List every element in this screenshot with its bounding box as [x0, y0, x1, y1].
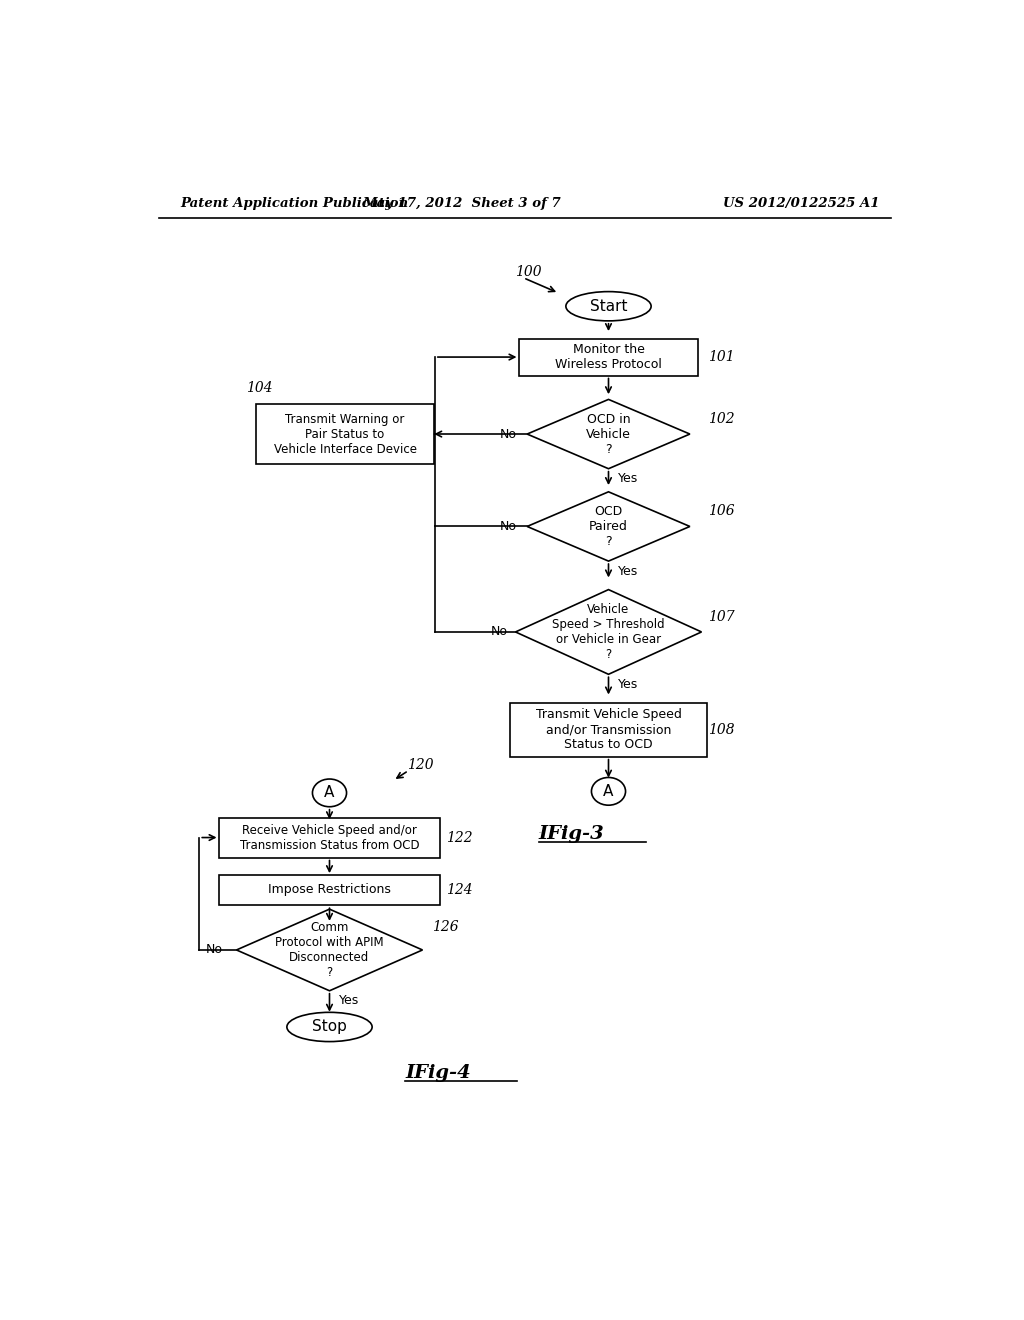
Text: Monitor the
Wireless Protocol: Monitor the Wireless Protocol	[555, 343, 662, 371]
Text: Comm
Protocol with APIM
Disconnected
?: Comm Protocol with APIM Disconnected ?	[275, 921, 384, 979]
Text: 104: 104	[246, 381, 272, 395]
Text: May 17, 2012  Sheet 3 of 7: May 17, 2012 Sheet 3 of 7	[361, 197, 560, 210]
Text: 107: 107	[708, 610, 734, 623]
Bar	[219, 817, 440, 858]
Polygon shape	[527, 492, 690, 561]
Polygon shape	[237, 909, 423, 991]
Bar	[256, 404, 434, 465]
Bar	[519, 339, 697, 376]
Text: Yes: Yes	[339, 994, 359, 1007]
Text: 106: 106	[708, 504, 734, 517]
Text: No: No	[500, 520, 517, 533]
Ellipse shape	[287, 1012, 372, 1041]
Text: No: No	[206, 944, 222, 957]
Ellipse shape	[592, 777, 626, 805]
Bar	[510, 702, 708, 756]
Text: Vehicle
Speed > Threshold
or Vehicle in Gear
?: Vehicle Speed > Threshold or Vehicle in …	[552, 603, 665, 661]
Text: 120: 120	[407, 758, 433, 772]
Text: 101: 101	[708, 350, 734, 364]
Text: US 2012/0122525 A1: US 2012/0122525 A1	[723, 197, 880, 210]
Text: Transmit Vehicle Speed
and/or Transmission
Status to OCD: Transmit Vehicle Speed and/or Transmissi…	[536, 709, 681, 751]
Text: OCD
Paired
?: OCD Paired ?	[589, 506, 628, 548]
Text: 100: 100	[515, 265, 542, 280]
Text: Yes: Yes	[617, 473, 638, 486]
Text: No: No	[500, 428, 517, 441]
Text: 102: 102	[708, 412, 734, 425]
Text: Yes: Yes	[617, 677, 638, 690]
Text: Yes: Yes	[617, 565, 638, 578]
Text: Impose Restrictions: Impose Restrictions	[268, 883, 391, 896]
Text: 122: 122	[445, 830, 472, 845]
Text: Stop: Stop	[312, 1019, 347, 1035]
Text: 124: 124	[445, 883, 472, 896]
Text: IFig-3: IFig-3	[539, 825, 604, 843]
Text: Patent Application Publication: Patent Application Publication	[180, 197, 409, 210]
Text: A: A	[603, 784, 613, 799]
Text: Receive Vehicle Speed and/or
Transmission Status from OCD: Receive Vehicle Speed and/or Transmissio…	[240, 824, 419, 851]
Ellipse shape	[312, 779, 346, 807]
Text: 126: 126	[432, 920, 459, 933]
Polygon shape	[515, 590, 701, 675]
Bar	[219, 874, 440, 906]
Text: Start: Start	[590, 298, 628, 314]
Text: 108: 108	[708, 723, 734, 737]
Polygon shape	[527, 400, 690, 469]
Text: No: No	[490, 626, 508, 639]
Text: OCD in
Vehicle
?: OCD in Vehicle ?	[586, 413, 631, 455]
Text: Transmit Warning or
Pair Status to
Vehicle Interface Device: Transmit Warning or Pair Status to Vehic…	[273, 413, 417, 455]
Ellipse shape	[566, 292, 651, 321]
Text: A: A	[325, 785, 335, 800]
Text: IFig-4: IFig-4	[406, 1064, 471, 1082]
